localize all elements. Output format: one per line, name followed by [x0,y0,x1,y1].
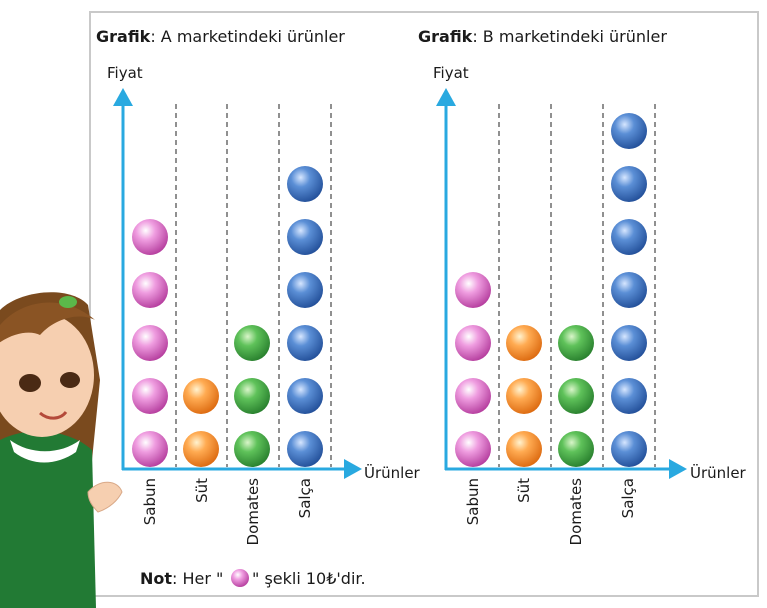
girl-illustration [0,292,123,608]
chart-a-sabun-symbol [132,378,168,414]
chart-a-domates-symbol [234,431,270,467]
chart-a-domates-symbol [234,325,270,361]
chart-a-label-sabun: Sabun [141,478,159,525]
note-before: : Her " [172,569,223,588]
chart-a-y-arrow [113,88,133,106]
chart-frame [89,11,759,597]
chart-a-salca-symbol [287,166,323,202]
note-symbol-icon [231,569,249,587]
chart-a-category-labels: Sabun Süt Domates Salça [141,478,314,546]
chart-a: Grafik: A marketindeki ürünler Fiyat Ürü… [96,27,421,545]
chart-b-y-arrow [436,88,456,106]
chart-a-sabun-symbol [132,431,168,467]
chart-b-domates-symbol [558,431,594,467]
girl-mouth [39,410,68,420]
girl-shirt [0,431,96,608]
note-bold: Not [140,569,172,588]
chart-b-title-bold: Grafik [418,27,473,46]
chart-b-label-sabun: Sabun [464,478,482,525]
chart-b-sabun-symbol [455,272,491,308]
chart-a-symbols [132,166,323,467]
chart-b-symbols [455,113,647,467]
chart-b-domates-symbol [558,325,594,361]
girl-collar [10,440,80,463]
chart-a-dividers [175,104,332,467]
note-text-start: Not: Her " [140,569,223,588]
chart-a-sabun-symbol [132,325,168,361]
chart-b-x-label: Ürünler [690,463,747,482]
chart-b-sut-symbol [506,325,542,361]
chart-b-domates-symbol [558,378,594,414]
chart-a-x-label: Ürünler [364,463,421,482]
girl-left-eye [19,374,41,392]
chart-b-salca-symbol [611,219,647,255]
chart-b-x-arrow [669,459,687,479]
chart-b-sut-symbol [506,378,542,414]
chart-a-sabun-symbol [132,219,168,255]
chart-a-sut-symbol [183,431,219,467]
girl-hand [87,481,123,513]
note: Not: Her " " şekli 10₺'dir. [140,569,366,588]
chart-a-label-salca: Salça [296,478,314,518]
chart-b-salca-symbol [611,166,647,202]
chart-b-label-salca: Salça [619,478,637,518]
chart-a-title: Grafik: A marketindeki ürünler [96,27,345,46]
chart-a-title-bold: Grafik [96,27,151,46]
chart-b-category-labels: Sabun Süt Domates Salça [464,478,637,546]
chart-a-domates-symbol [234,378,270,414]
chart-b-title: Grafik: B marketindeki ürünler [418,27,667,46]
note-after: " şekli 10₺'dir. [252,569,366,588]
chart-b-label-sut: Süt [515,478,533,503]
girl-hair-band-icon [59,296,77,308]
chart-a-salca-symbol [287,431,323,467]
chart-a-salca-symbol [287,219,323,255]
chart-b-salca-symbol [611,378,647,414]
chart-b-salca-symbol [611,113,647,149]
chart-a-label-sut: Süt [193,478,211,503]
chart-b-title-rest: : B marketindeki ürünler [472,27,667,46]
chart-b-dividers [498,104,656,467]
chart-a-sabun-symbol [132,272,168,308]
girl-right-eye [60,372,80,388]
chart-a-y-label: Fiyat [107,64,143,82]
girl-hair-front [0,302,95,343]
chart-a-sut-symbol [183,378,219,414]
chart-a-label-domates: Domates [244,478,262,546]
chart-b-sabun-symbol [455,325,491,361]
chart-b: Grafik: B marketindeki ürünler Fiyat Ürü… [418,27,747,545]
chart-b-sut-symbol [506,431,542,467]
chart-a-salca-symbol [287,272,323,308]
chart-a-salca-symbol [287,378,323,414]
chart-b-salca-symbol [611,431,647,467]
girl-face [0,313,94,437]
chart-b-sabun-symbol [455,378,491,414]
chart-a-salca-symbol [287,325,323,361]
chart-b-sabun-symbol [455,431,491,467]
chart-a-x-arrow [344,459,362,479]
chart-a-title-rest: : A marketindeki ürünler [150,27,345,46]
chart-b-y-label: Fiyat [433,64,469,82]
chart-b-salca-symbol [611,272,647,308]
chart-b-label-domates: Domates [567,478,585,546]
chart-b-salca-symbol [611,325,647,361]
